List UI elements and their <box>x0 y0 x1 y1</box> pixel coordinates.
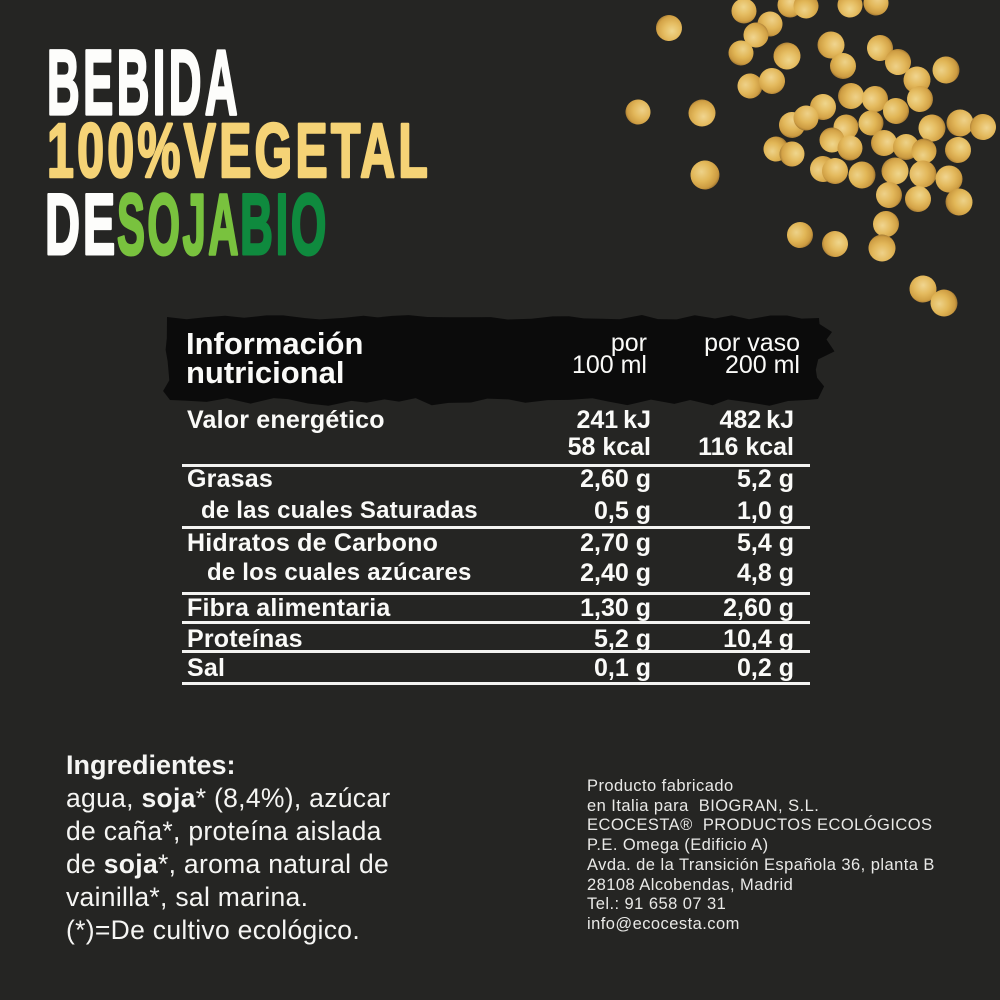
svg-text:BEBIDA: BEBIDA <box>47 32 241 134</box>
svg-text:DE: DE <box>45 177 118 273</box>
svg-text:SOJA: SOJA <box>117 177 241 273</box>
svg-text:BIO: BIO <box>240 177 329 273</box>
svg-text:100%VEGETAL: 100%VEGETAL <box>47 108 431 194</box>
